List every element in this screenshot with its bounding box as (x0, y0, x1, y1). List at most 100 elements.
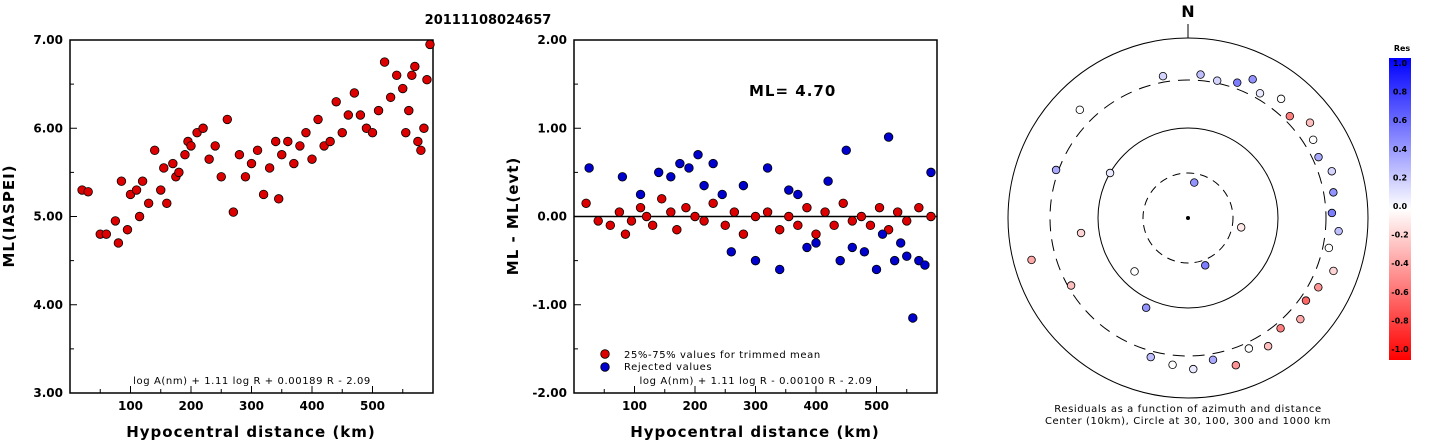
data-point-accepted (110, 216, 121, 226)
y-tick-label: -2.00 (532, 386, 567, 400)
legend-rejected-label: Rejected values (624, 362, 712, 373)
figure-title: 20111108024657 (425, 13, 552, 28)
data-point-accepted (699, 216, 709, 226)
data-point-rejected (823, 176, 833, 186)
station-residual-point (1196, 70, 1205, 79)
panel-ml-residual: -2.00 -1.00 0.00 1.00 2.00 100 200 300 400 500 ML… (504, 33, 938, 441)
north-label: N (1181, 2, 1194, 21)
data-point-accepted (134, 211, 145, 222)
station-residual-point (1255, 89, 1265, 98)
colorbar-tick-label: -0.4 (1391, 259, 1409, 268)
data-point-rejected (584, 163, 594, 173)
station-residual-point (1314, 152, 1323, 162)
legend-trimmed-marker (600, 349, 610, 359)
station-residual-point (1327, 167, 1336, 176)
data-point-accepted (657, 194, 667, 204)
y-tick-label: 1.00 (537, 121, 567, 135)
station-residual-point (1301, 296, 1311, 305)
data-point-accepted (137, 176, 148, 186)
data-point-accepted (762, 207, 773, 217)
data-point-rejected (675, 158, 685, 169)
panel2-points (581, 132, 936, 323)
data-point-accepted (313, 114, 323, 125)
panel-ml-iaspei: 3.00 4.00 5.00 6.00 7.00 100 200 300 400 500 Hypo… (0, 33, 435, 441)
station-residual-point (1105, 168, 1115, 178)
data-point-accepted (784, 211, 794, 222)
data-point-accepted (419, 123, 429, 133)
station-residual-point (1248, 75, 1257, 84)
ring-100km (1097, 127, 1279, 309)
legend-trimmed-label: 25%-75% values for trimmed mean (624, 350, 821, 361)
station-residual-point (1201, 261, 1210, 270)
data-point-rejected (635, 189, 646, 200)
data-point-accepted (131, 185, 142, 195)
x-tick-label: 100 (622, 399, 647, 413)
data-point-accepted (122, 225, 133, 235)
station-residual-point (1051, 165, 1061, 175)
data-point-accepted (802, 202, 812, 213)
y-tick-label: 0.00 (537, 210, 567, 224)
data-point-accepted (143, 198, 154, 208)
station-residual-point (1189, 364, 1198, 374)
colorbar-title: Res (1394, 44, 1411, 53)
station-residual-point (1305, 118, 1315, 127)
data-point-accepted (159, 163, 169, 173)
station-residual-point (1296, 314, 1305, 324)
data-point-rejected (883, 132, 894, 142)
x-tick-label: 500 (360, 399, 385, 413)
data-point-accepted (162, 198, 172, 208)
ring-1000km (1007, 37, 1369, 399)
station-residual-point (1141, 303, 1151, 312)
data-point-accepted (738, 229, 749, 239)
colorbar-tick-label: 0.6 (1393, 116, 1408, 125)
station-residual-point (1263, 342, 1273, 351)
data-point-rejected (802, 242, 812, 253)
y-tick-label: 3.00 (33, 386, 63, 400)
station-residual-point (1233, 78, 1242, 87)
data-point-accepted (838, 198, 848, 208)
data-point-accepted (149, 145, 160, 156)
data-point-accepted (750, 211, 761, 222)
station-residual-point (1285, 111, 1295, 121)
station-residual-point (1236, 223, 1246, 232)
data-point-rejected (750, 255, 761, 266)
data-point-accepted (355, 110, 366, 120)
x-tick-label: 200 (682, 399, 707, 413)
data-point-accepted (416, 145, 426, 156)
data-point-accepted (874, 202, 885, 213)
data-point-accepted (101, 229, 112, 239)
station-residual-point (1076, 228, 1086, 238)
polar-points (1027, 70, 1343, 374)
ring-300km (1049, 79, 1327, 357)
data-point-accepted (641, 211, 652, 222)
data-point-rejected (654, 167, 664, 178)
data-point-rejected (920, 260, 930, 270)
data-point-accepted (410, 61, 420, 72)
data-point-accepted (210, 141, 220, 151)
station-residual-point (1168, 360, 1177, 369)
data-point-accepted (283, 136, 293, 147)
data-point-accepted (926, 211, 936, 222)
station-residual-point (1314, 283, 1323, 292)
data-point-accepted (222, 114, 233, 125)
data-point-rejected (793, 189, 803, 200)
data-point-accepted (829, 220, 839, 231)
data-point-rejected (871, 264, 882, 275)
data-point-accepted (820, 207, 830, 217)
colorbar-tick-label: -0.2 (1391, 231, 1409, 240)
colorbar-tick-label: 0.4 (1393, 145, 1408, 154)
panel2-xlabel: Hypocentral distance (km) (630, 423, 880, 441)
colorbar-tick-label: 1.0 (1393, 59, 1408, 68)
polar-caption-1: Residuals as a function of azimuth and d… (1054, 404, 1322, 415)
data-point-accepted (793, 220, 803, 231)
data-point-accepted (307, 154, 317, 164)
y-tick-label: 7.00 (33, 33, 63, 47)
data-point-accepted (367, 127, 378, 138)
data-point-accepted (729, 207, 740, 217)
station-residual-point (1334, 226, 1343, 236)
panel2-ylabel: ML - ML(evt) (504, 157, 522, 275)
data-point-accepted (605, 220, 616, 231)
data-point-accepted (581, 198, 591, 208)
data-point-accepted (295, 141, 305, 151)
